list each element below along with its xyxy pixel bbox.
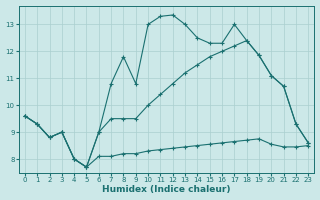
- X-axis label: Humidex (Indice chaleur): Humidex (Indice chaleur): [102, 185, 231, 194]
